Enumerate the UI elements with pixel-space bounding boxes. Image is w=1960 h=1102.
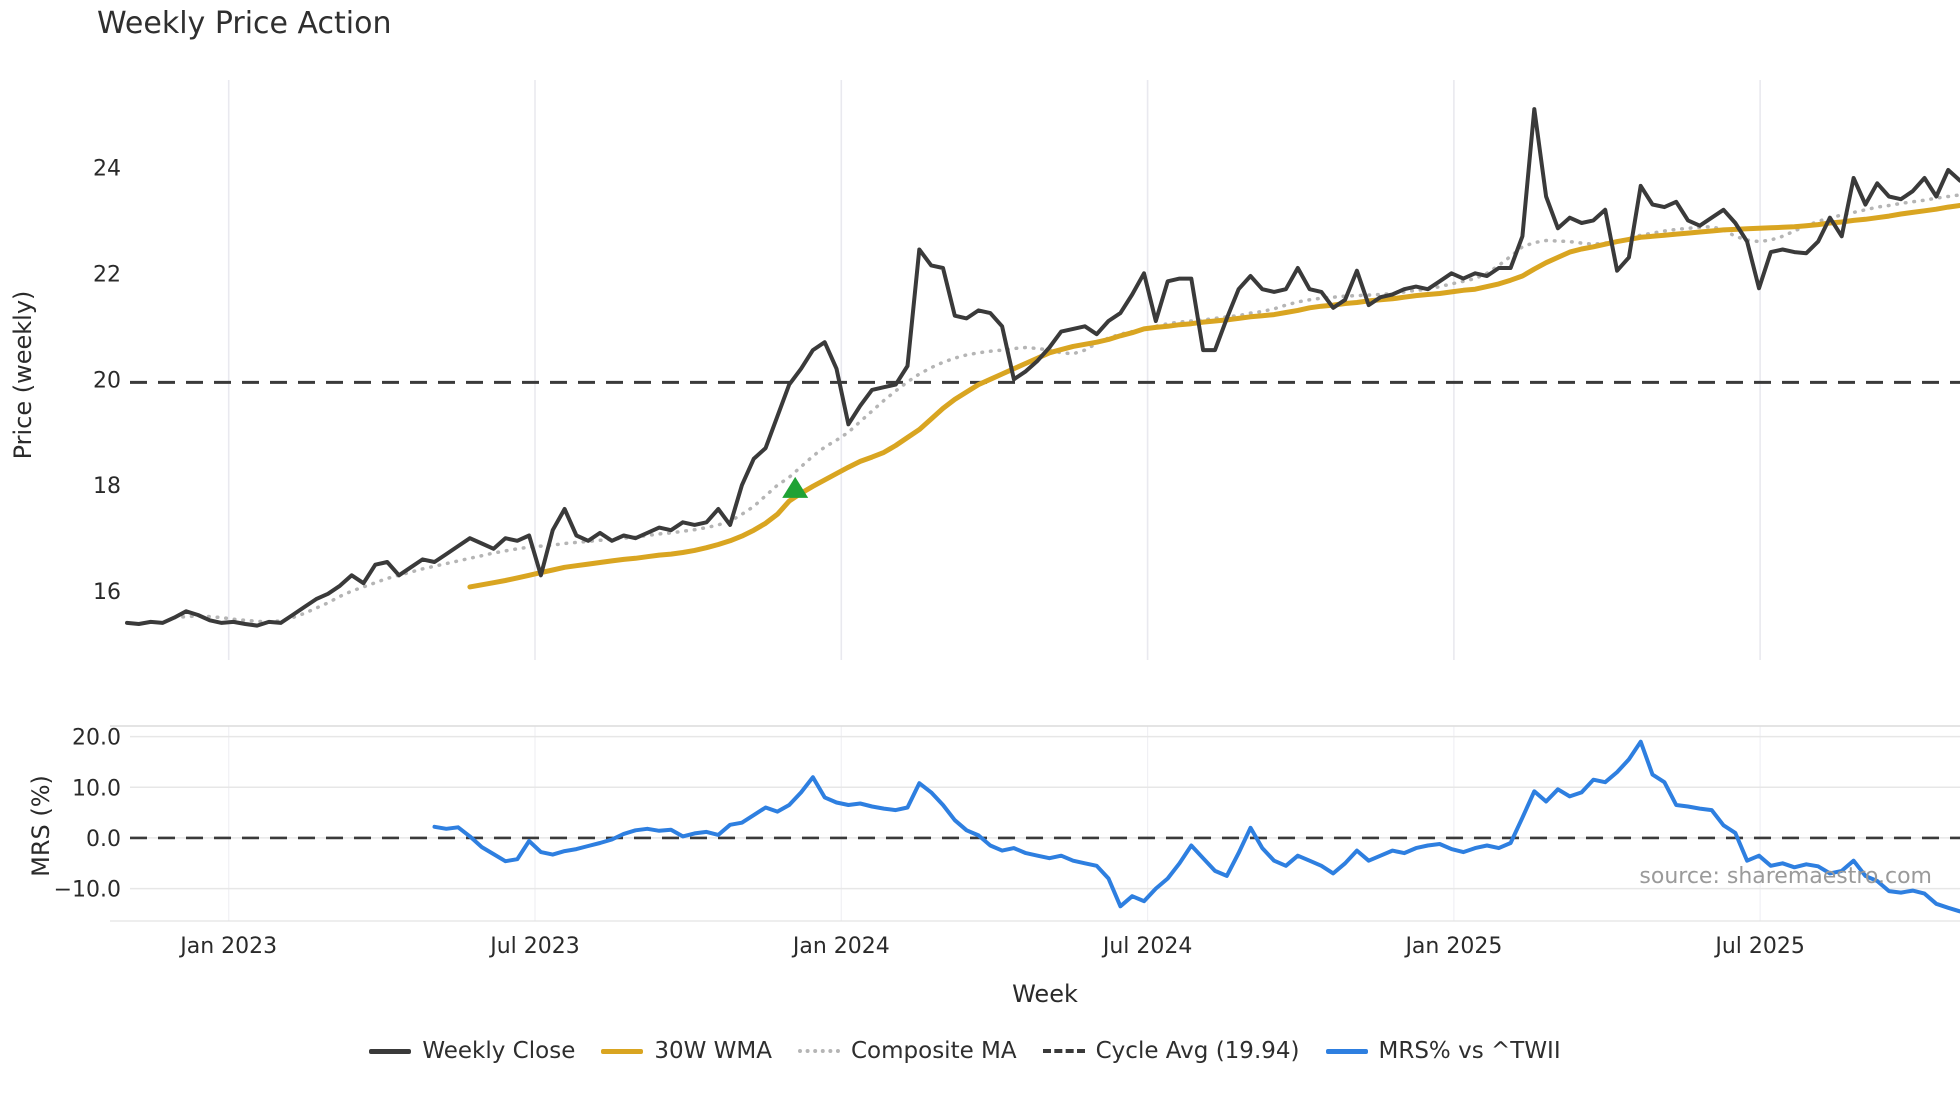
week-axis-label: Week <box>1012 980 1078 1008</box>
legend-swatch-weekly-close <box>369 1048 412 1054</box>
x-tick-label: Jul 2023 <box>488 934 580 959</box>
legend-item-wma-30w: 30W WMA <box>601 1038 772 1064</box>
x-tick-label: Jul 2025 <box>1713 934 1805 959</box>
legend-label-weekly-close: Weekly Close <box>422 1038 576 1064</box>
price-tick-label: 18 <box>93 474 121 499</box>
buy-signal-marker <box>782 476 809 498</box>
x-tick-label: Jan 2025 <box>1403 934 1502 959</box>
mrs-tick-label: 20.0 <box>72 726 121 751</box>
mrs-axis-label: MRS (%) <box>27 775 55 877</box>
price-tick-label: 20 <box>93 368 121 393</box>
price-tick-label: 16 <box>93 580 121 605</box>
weekly-close-line <box>125 107 1960 628</box>
gridlines <box>110 80 1960 922</box>
legend-swatch-mrs-vs-twii <box>1325 1048 1368 1054</box>
price-tick-label: 24 <box>93 156 121 181</box>
legend-swatch-cycle-avg <box>1042 1049 1085 1053</box>
x-tick-label: Jan 2024 <box>791 934 890 959</box>
source-credit: source: sharemaestro.com <box>1639 864 1932 889</box>
price-axis-label: Price (weekly) <box>9 290 37 460</box>
legend-swatch-wma-30w <box>601 1048 644 1054</box>
legend-label-wma-30w: 30W WMA <box>654 1038 772 1064</box>
mrs-tick-label: 0.0 <box>86 827 121 852</box>
mrs-tick-label: 10.0 <box>72 776 121 801</box>
price-tick-label: 22 <box>93 262 121 287</box>
mrs-tick-label: −10.0 <box>54 878 121 903</box>
wma-30w-line <box>467 203 1960 590</box>
legend-label-composite-ma: Composite MA <box>850 1038 1017 1064</box>
legend-label-mrs-vs-twii: MRS% vs ^TWII <box>1378 1038 1561 1064</box>
composite-ma-line <box>172 193 1960 624</box>
legend-item-cycle-avg: Cycle Avg (19.94) <box>1042 1038 1300 1064</box>
chart-title: Weekly Price Action <box>97 6 392 41</box>
legend-item-weekly-close: Weekly Close <box>369 1038 575 1064</box>
legend-swatch-composite-ma <box>797 1049 840 1053</box>
legend-item-composite-ma: Composite MA <box>797 1038 1017 1064</box>
legend-label-cycle-avg: Cycle Avg (19.94) <box>1095 1038 1300 1064</box>
x-tick-label: Jan 2023 <box>178 934 277 959</box>
legend: Weekly Close 30W WMA Composite MA Cycle Avg… <box>0 1038 1930 1064</box>
mrs-line <box>432 739 1960 914</box>
legend-item-mrs-vs-twii: MRS% vs ^TWII <box>1325 1038 1561 1064</box>
x-tick-label: Jul 2024 <box>1101 934 1193 959</box>
